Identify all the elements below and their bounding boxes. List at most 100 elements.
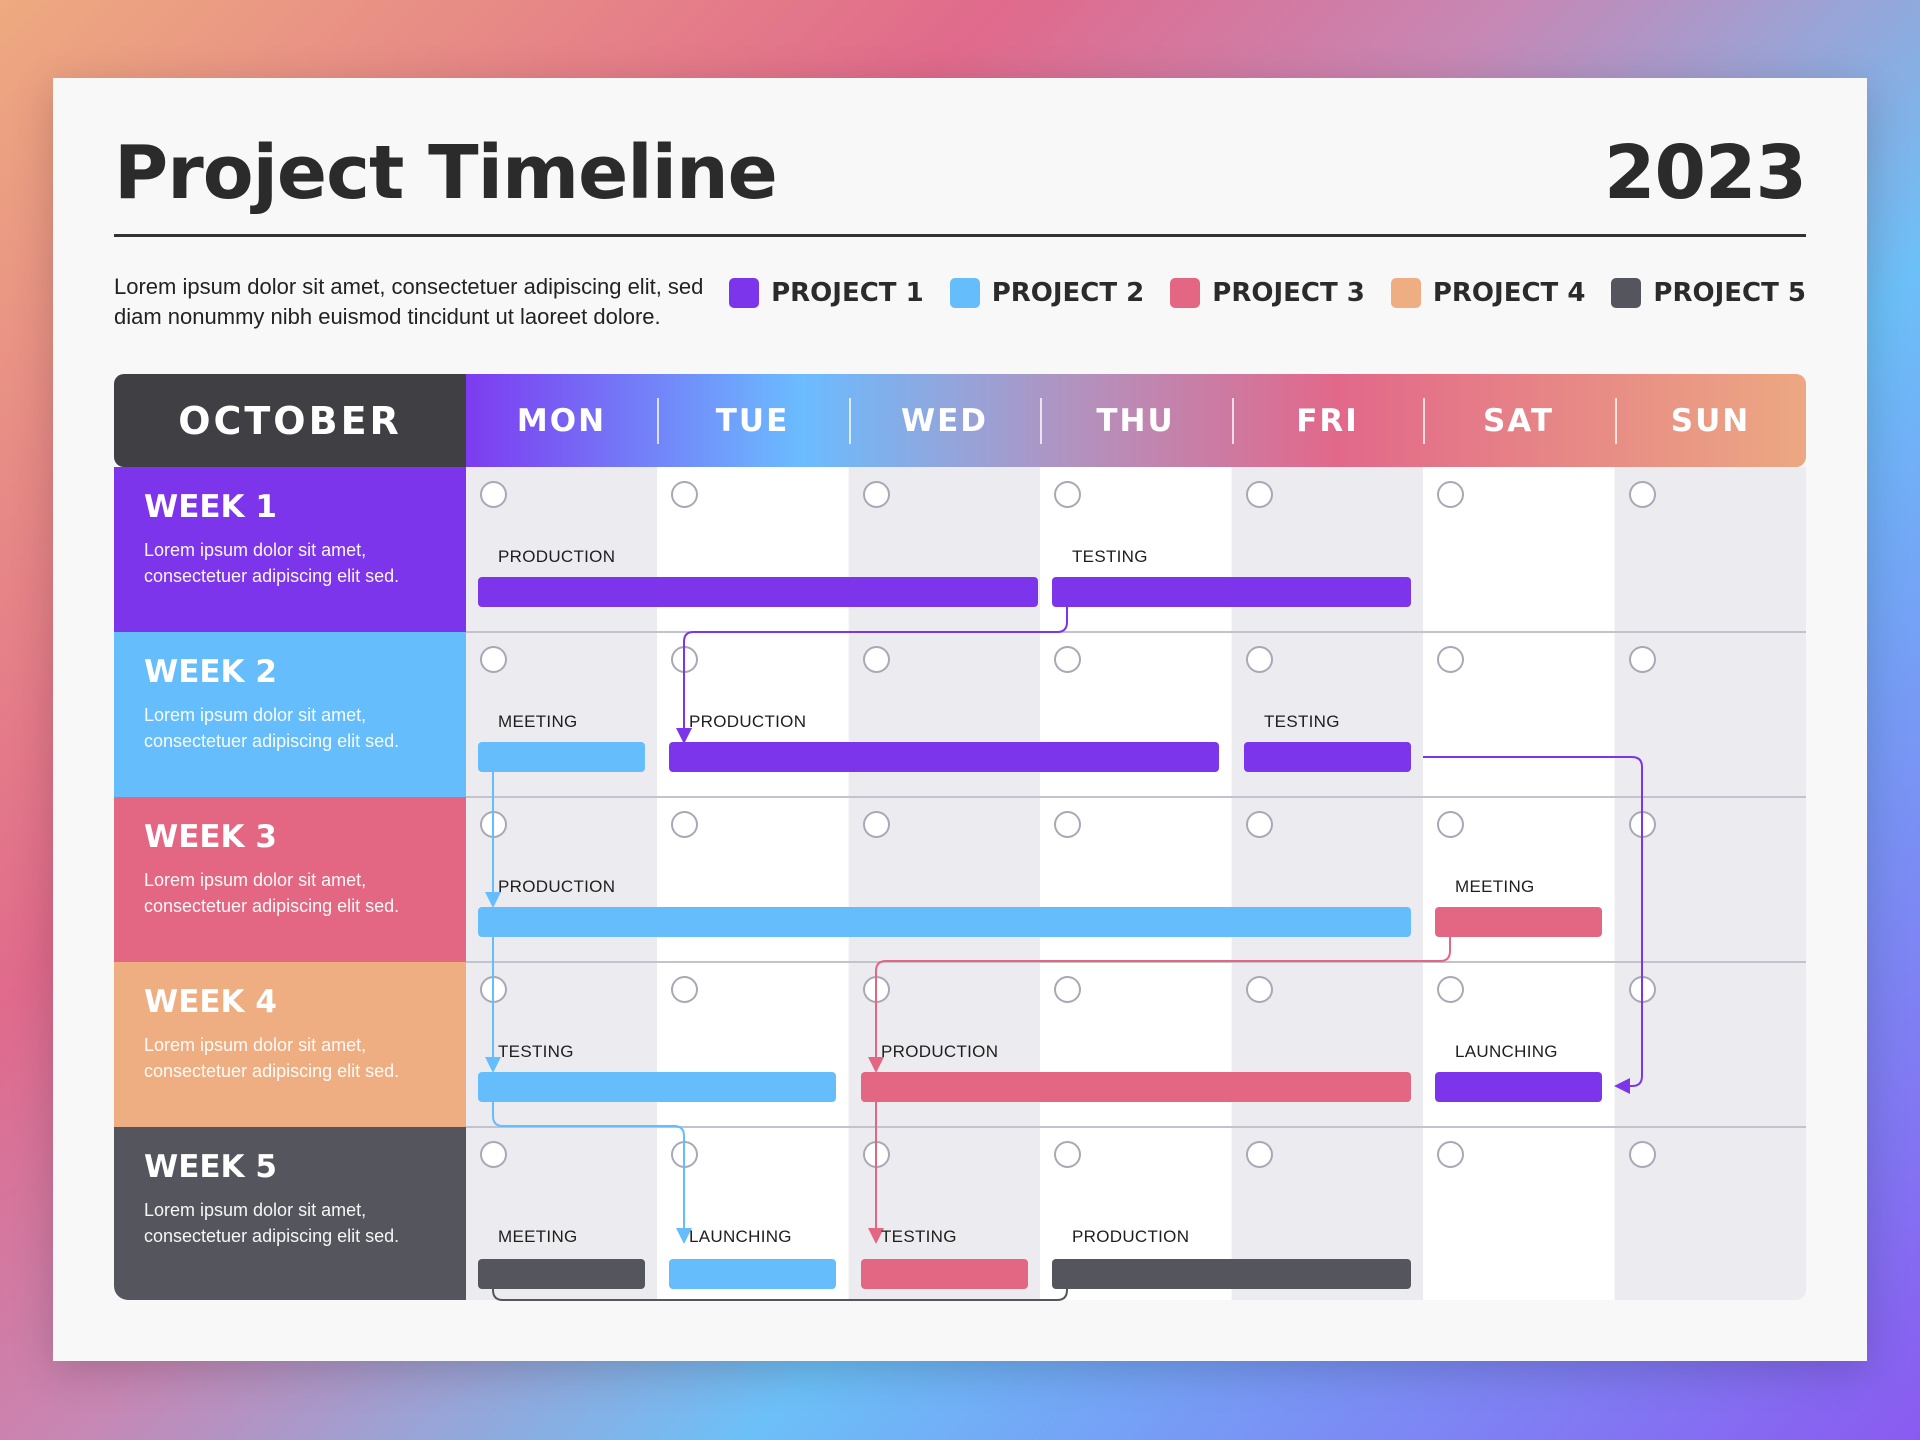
row-divider (466, 1126, 1806, 1128)
day-header-thu: THU (1096, 402, 1175, 439)
task-bar[interactable] (1052, 577, 1412, 607)
task-bar[interactable] (478, 1259, 646, 1289)
task-label: PRODUCTION (1072, 1227, 1190, 1246)
task-bar[interactable] (478, 742, 646, 772)
task-label: TESTING (1072, 547, 1148, 566)
task-bar[interactable] (478, 1072, 837, 1102)
legend-swatch (1390, 278, 1421, 308)
week-description: Lorem ipsum dolor sit amet, consectetuer… (144, 705, 400, 751)
day-marker (863, 646, 890, 673)
row-divider (466, 631, 1806, 633)
page-title: Project Timeline (114, 130, 778, 216)
day-separator (1040, 398, 1042, 444)
day-marker (671, 811, 698, 838)
day-marker (1054, 481, 1081, 508)
day-separator (849, 398, 851, 444)
day-marker (1437, 976, 1464, 1003)
week-2-label: WEEK 2 Lorem ipsum dolor sit amet, conse… (114, 632, 466, 797)
day-marker (480, 1141, 507, 1168)
day-header-tue: TUE (715, 402, 790, 439)
day-header-fri: FRI (1296, 402, 1359, 439)
connector-w3-meeting-to-w4-production (868, 937, 1451, 1073)
week-4-label: WEEK 4 Lorem ipsum dolor sit amet, conse… (114, 962, 466, 1127)
week-3-label: WEEK 3 Lorem ipsum dolor sit amet, conse… (114, 797, 466, 962)
legend-swatch (729, 278, 760, 308)
legend-item-project-2: PROJECT 2 (949, 278, 1145, 308)
day-marker (1437, 1141, 1464, 1168)
day-marker (1246, 1141, 1273, 1168)
week-description: Lorem ipsum dolor sit amet, consectetuer… (144, 1200, 400, 1246)
legend-item-project-1: PROJECT 1 (729, 278, 924, 308)
task-label: MEETING (498, 1227, 578, 1246)
week-title: WEEK 5 (144, 1149, 277, 1185)
legend-item-project-3: PROJECT 3 (1170, 278, 1365, 308)
task-bar[interactable] (669, 742, 1220, 772)
legend-label: PROJECT 3 (1212, 278, 1365, 308)
day-header-sun: SUN (1670, 402, 1751, 439)
day-marker (1629, 481, 1656, 508)
month-header: OCTOBER (114, 374, 466, 467)
task-bar[interactable] (1244, 742, 1412, 772)
connector-w1-testing-to-w2-production (676, 606, 1068, 744)
day-marker (671, 481, 698, 508)
week-title: WEEK 2 (144, 654, 277, 690)
day-marker (1054, 976, 1081, 1003)
week-1-label: WEEK 1 Lorem ipsum dolor sit amet, conse… (114, 467, 466, 632)
week-title: WEEK 4 (144, 984, 277, 1020)
title-divider (114, 234, 1806, 237)
day-marker (1629, 646, 1656, 673)
connector-w2-testing-to-w4-launching (1423, 756, 1643, 1094)
task-bar[interactable] (861, 1259, 1029, 1289)
task-bar[interactable] (1435, 1072, 1603, 1102)
day-marker (1629, 1141, 1656, 1168)
week-description: Lorem ipsum dolor sit amet, consectetuer… (144, 540, 400, 586)
day-marker (1054, 811, 1081, 838)
task-bar[interactable] (478, 577, 1038, 607)
task-bar[interactable] (861, 1072, 1412, 1102)
day-marker (1437, 811, 1464, 838)
day-marker (1246, 976, 1273, 1003)
legend-label: PROJECT 4 (1432, 278, 1586, 308)
day-marker (1246, 481, 1273, 508)
day-marker (1054, 646, 1081, 673)
legend-item-project-4: PROJECT 4 (1390, 278, 1586, 308)
day-marker (671, 976, 698, 1003)
task-label: PRODUCTION (881, 1042, 999, 1061)
task-label: PRODUCTION (498, 877, 616, 896)
day-marker (1246, 646, 1273, 673)
task-label: TESTING (498, 1042, 574, 1061)
day-separator (657, 398, 659, 444)
task-label: LAUNCHING (689, 1227, 792, 1246)
task-label: TESTING (881, 1227, 957, 1246)
day-marker (480, 646, 507, 673)
task-bar[interactable] (1052, 1259, 1412, 1289)
legend-swatch (949, 278, 980, 308)
row-divider (466, 796, 1806, 798)
day-header-wed: WED (900, 402, 989, 439)
day-marker (1437, 481, 1464, 508)
day-header-mon: MON (516, 402, 607, 439)
task-label: PRODUCTION (498, 547, 616, 566)
week-title: WEEK 1 (144, 489, 277, 525)
day-header-sat: SAT (1482, 402, 1555, 439)
legend-label: PROJECT 5 (1653, 278, 1806, 308)
legend-item-project-5: PROJECT 5 (1611, 278, 1806, 308)
legend-label: PROJECT 2 (991, 278, 1145, 308)
week-title: WEEK 3 (144, 819, 277, 855)
legend-swatch (1611, 278, 1642, 308)
day-marker (1054, 1141, 1081, 1168)
week-description: Lorem ipsum dolor sit amet, consectetuer… (144, 870, 400, 916)
task-bar[interactable] (478, 907, 1412, 937)
day-separator (1232, 398, 1234, 444)
task-bar[interactable] (1435, 907, 1603, 937)
task-label: MEETING (1455, 877, 1535, 896)
day-separator (1423, 398, 1425, 444)
days-header: MON TUE WED THU FRI SAT SUN (466, 374, 1806, 467)
day-marker (863, 481, 890, 508)
task-label: TESTING (1264, 712, 1340, 731)
legend-label: PROJECT 1 (771, 278, 924, 308)
legend: PROJECT 1 PROJECT 2 PROJECT 3 PROJECT 4 … (729, 278, 1806, 308)
connector-w5-meeting-to-w5-production (492, 1272, 1075, 1301)
task-bar[interactable] (669, 1259, 837, 1289)
